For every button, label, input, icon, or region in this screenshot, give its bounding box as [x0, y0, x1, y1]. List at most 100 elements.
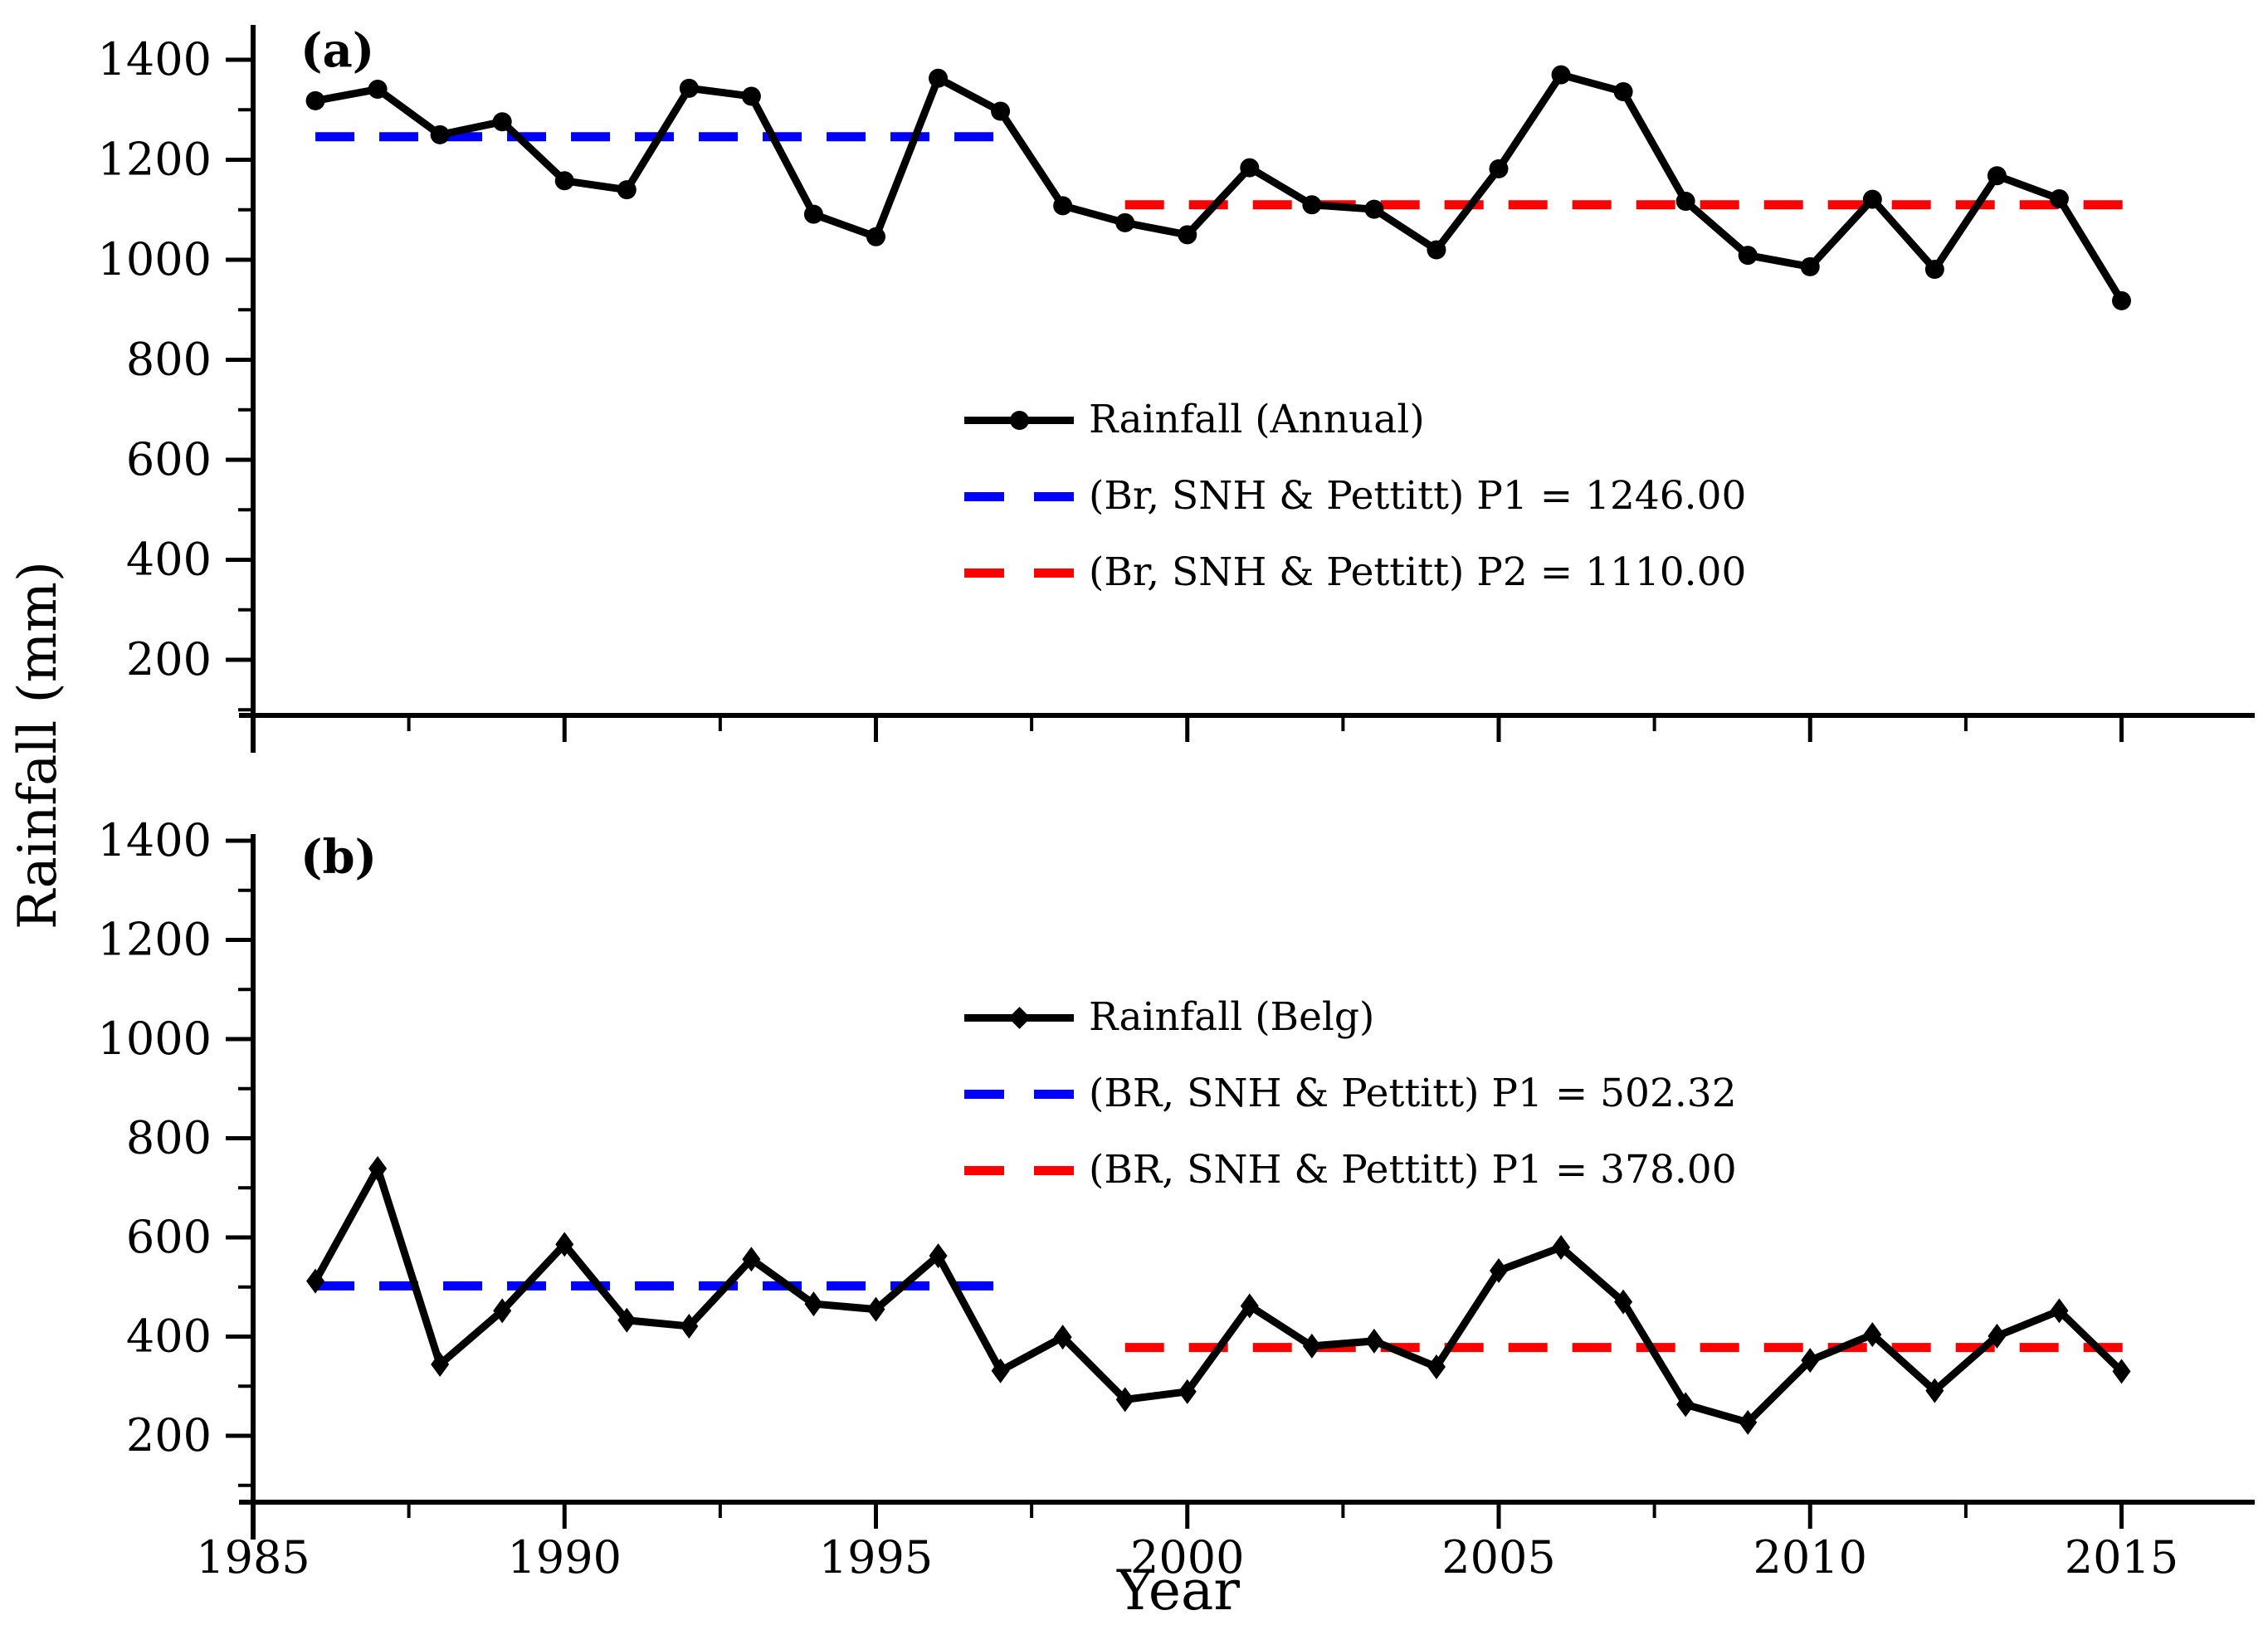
x-tick-label: 1990 [508, 1531, 622, 1584]
data-point [492, 112, 512, 132]
data-point [555, 1232, 574, 1257]
data-point [431, 1351, 450, 1377]
data-point [1053, 1325, 1072, 1350]
data-point [368, 1155, 388, 1181]
data-point [493, 1298, 512, 1324]
data-point [1178, 225, 1197, 245]
data-point [742, 1247, 761, 1272]
data-point [617, 180, 637, 200]
data-point [1863, 1322, 1882, 1348]
series-line [311, 1164, 2125, 1427]
legend-item-p2: (BR, SNH & Pettitt) P1 = 378.00 [964, 1132, 1737, 1208]
series-line [311, 71, 2125, 305]
panel-a: 200 400 600 800 1000 1200 1400 [98, 25, 2255, 753]
data-point [1862, 189, 1882, 209]
data-point [1302, 195, 1322, 215]
x-tick-label: 2015 [2065, 1531, 2178, 1584]
legend-label: Rainfall (Annual) [1089, 397, 1425, 442]
data-point [430, 124, 450, 144]
y-tick-label: 800 [126, 1112, 212, 1164]
data-point [1614, 1289, 1633, 1315]
data-point [2049, 188, 2069, 208]
data-point [1987, 166, 2007, 186]
y-tick-label: 600 [126, 1211, 212, 1263]
data-point [1053, 196, 1073, 216]
data-point [1738, 246, 1758, 266]
data-point [680, 1313, 699, 1339]
data-point [2112, 290, 2131, 310]
data-point [1676, 1392, 1695, 1418]
data-point [1988, 1323, 2007, 1349]
data-point [1302, 1333, 1321, 1359]
y-tick-label: 400 [126, 1310, 212, 1363]
panel-b: 200 400 600 800 1000 1200 1400 1985 1990 1995 2000… [98, 814, 2255, 1584]
data-point [554, 171, 574, 191]
y-tick-label: 1000 [98, 1013, 212, 1065]
data-point [866, 1296, 885, 1322]
data-point [1364, 1328, 1383, 1354]
data-point [991, 1358, 1010, 1383]
data-point [991, 101, 1011, 121]
data-point [866, 227, 885, 246]
legend-label: (BR, SNH & Pettitt) P1 = 502.32 [1089, 1071, 1737, 1116]
data-point [2112, 1359, 2131, 1384]
data-point [741, 86, 761, 106]
data-point [1427, 1354, 1446, 1379]
series-line-sample [964, 408, 1074, 432]
red-dash-sample [964, 568, 1074, 578]
y-axis-title: Rainfall (mm) [7, 561, 69, 930]
legend-item-p1: (Br, SNH & Pettitt) P1 = 1246.00 [964, 458, 1746, 534]
x-tick-label: 2005 [1441, 1531, 1555, 1584]
data-point [2050, 1298, 2069, 1324]
data-point [1551, 65, 1571, 85]
data-point [1490, 1258, 1508, 1284]
data-point [368, 80, 388, 100]
data-point [1115, 1387, 1134, 1413]
data-point [1115, 212, 1135, 232]
legend-item-p2: (Br, SNH & Pettitt) P2 = 1110.00 [964, 534, 1746, 611]
y-tick-label: 1000 [98, 233, 212, 285]
data-point [1924, 259, 1944, 279]
panel-a-label: (a) [300, 23, 375, 78]
data-point [306, 1268, 325, 1294]
legend-panel-a: Rainfall (Annual) (Br, SNH & Pettitt) P1… [964, 382, 1746, 611]
legend-label: Rainfall (Belg) [1089, 994, 1375, 1040]
data-point [1489, 159, 1509, 178]
y-tick-label: 600 [126, 433, 212, 486]
y-tick-label: 200 [126, 633, 212, 686]
data-point [305, 90, 325, 110]
data-point [1675, 192, 1695, 212]
x-tick-label: 2000 [1130, 1531, 1244, 1584]
x-tick-label: 2010 [1753, 1531, 1867, 1584]
data-point [1552, 1234, 1571, 1260]
legend-item-p1: (BR, SNH & Pettitt) P1 = 502.32 [964, 1056, 1737, 1132]
y-tick-label: 1200 [98, 134, 212, 186]
legend-label: (Br, SNH & Pettitt) P2 = 1110.00 [1089, 549, 1747, 595]
data-point [679, 78, 699, 98]
legend-label: (Br, SNH & Pettitt) P1 = 1246.00 [1089, 473, 1747, 519]
data-point [1739, 1409, 1758, 1435]
data-point [1801, 1348, 1820, 1374]
series-line-sample [964, 1006, 1074, 1029]
data-point [617, 1307, 637, 1333]
legend-item-annual: Rainfall (Annual) [964, 382, 1746, 458]
y-tick-label: 200 [126, 1409, 212, 1462]
legend-label: (BR, SNH & Pettitt) P1 = 378.00 [1089, 1147, 1737, 1193]
red-dash-sample [964, 1165, 1074, 1175]
y-tick-label: 1200 [98, 914, 212, 966]
x-tick-label: 1985 [196, 1531, 310, 1584]
data-point [1613, 82, 1633, 102]
y-tick-label: 800 [126, 334, 212, 386]
x-tick-label: 1995 [819, 1531, 933, 1584]
data-point [1800, 256, 1820, 276]
data-point [1240, 158, 1260, 178]
y-tick-label: 1400 [98, 814, 212, 866]
blue-dash-sample [964, 491, 1074, 501]
data-point [1427, 240, 1446, 260]
panel-b-label: (b) [300, 830, 378, 885]
circle-marker-icon [1010, 411, 1029, 430]
diamond-marker-icon [1008, 1007, 1031, 1029]
data-point [929, 68, 949, 88]
